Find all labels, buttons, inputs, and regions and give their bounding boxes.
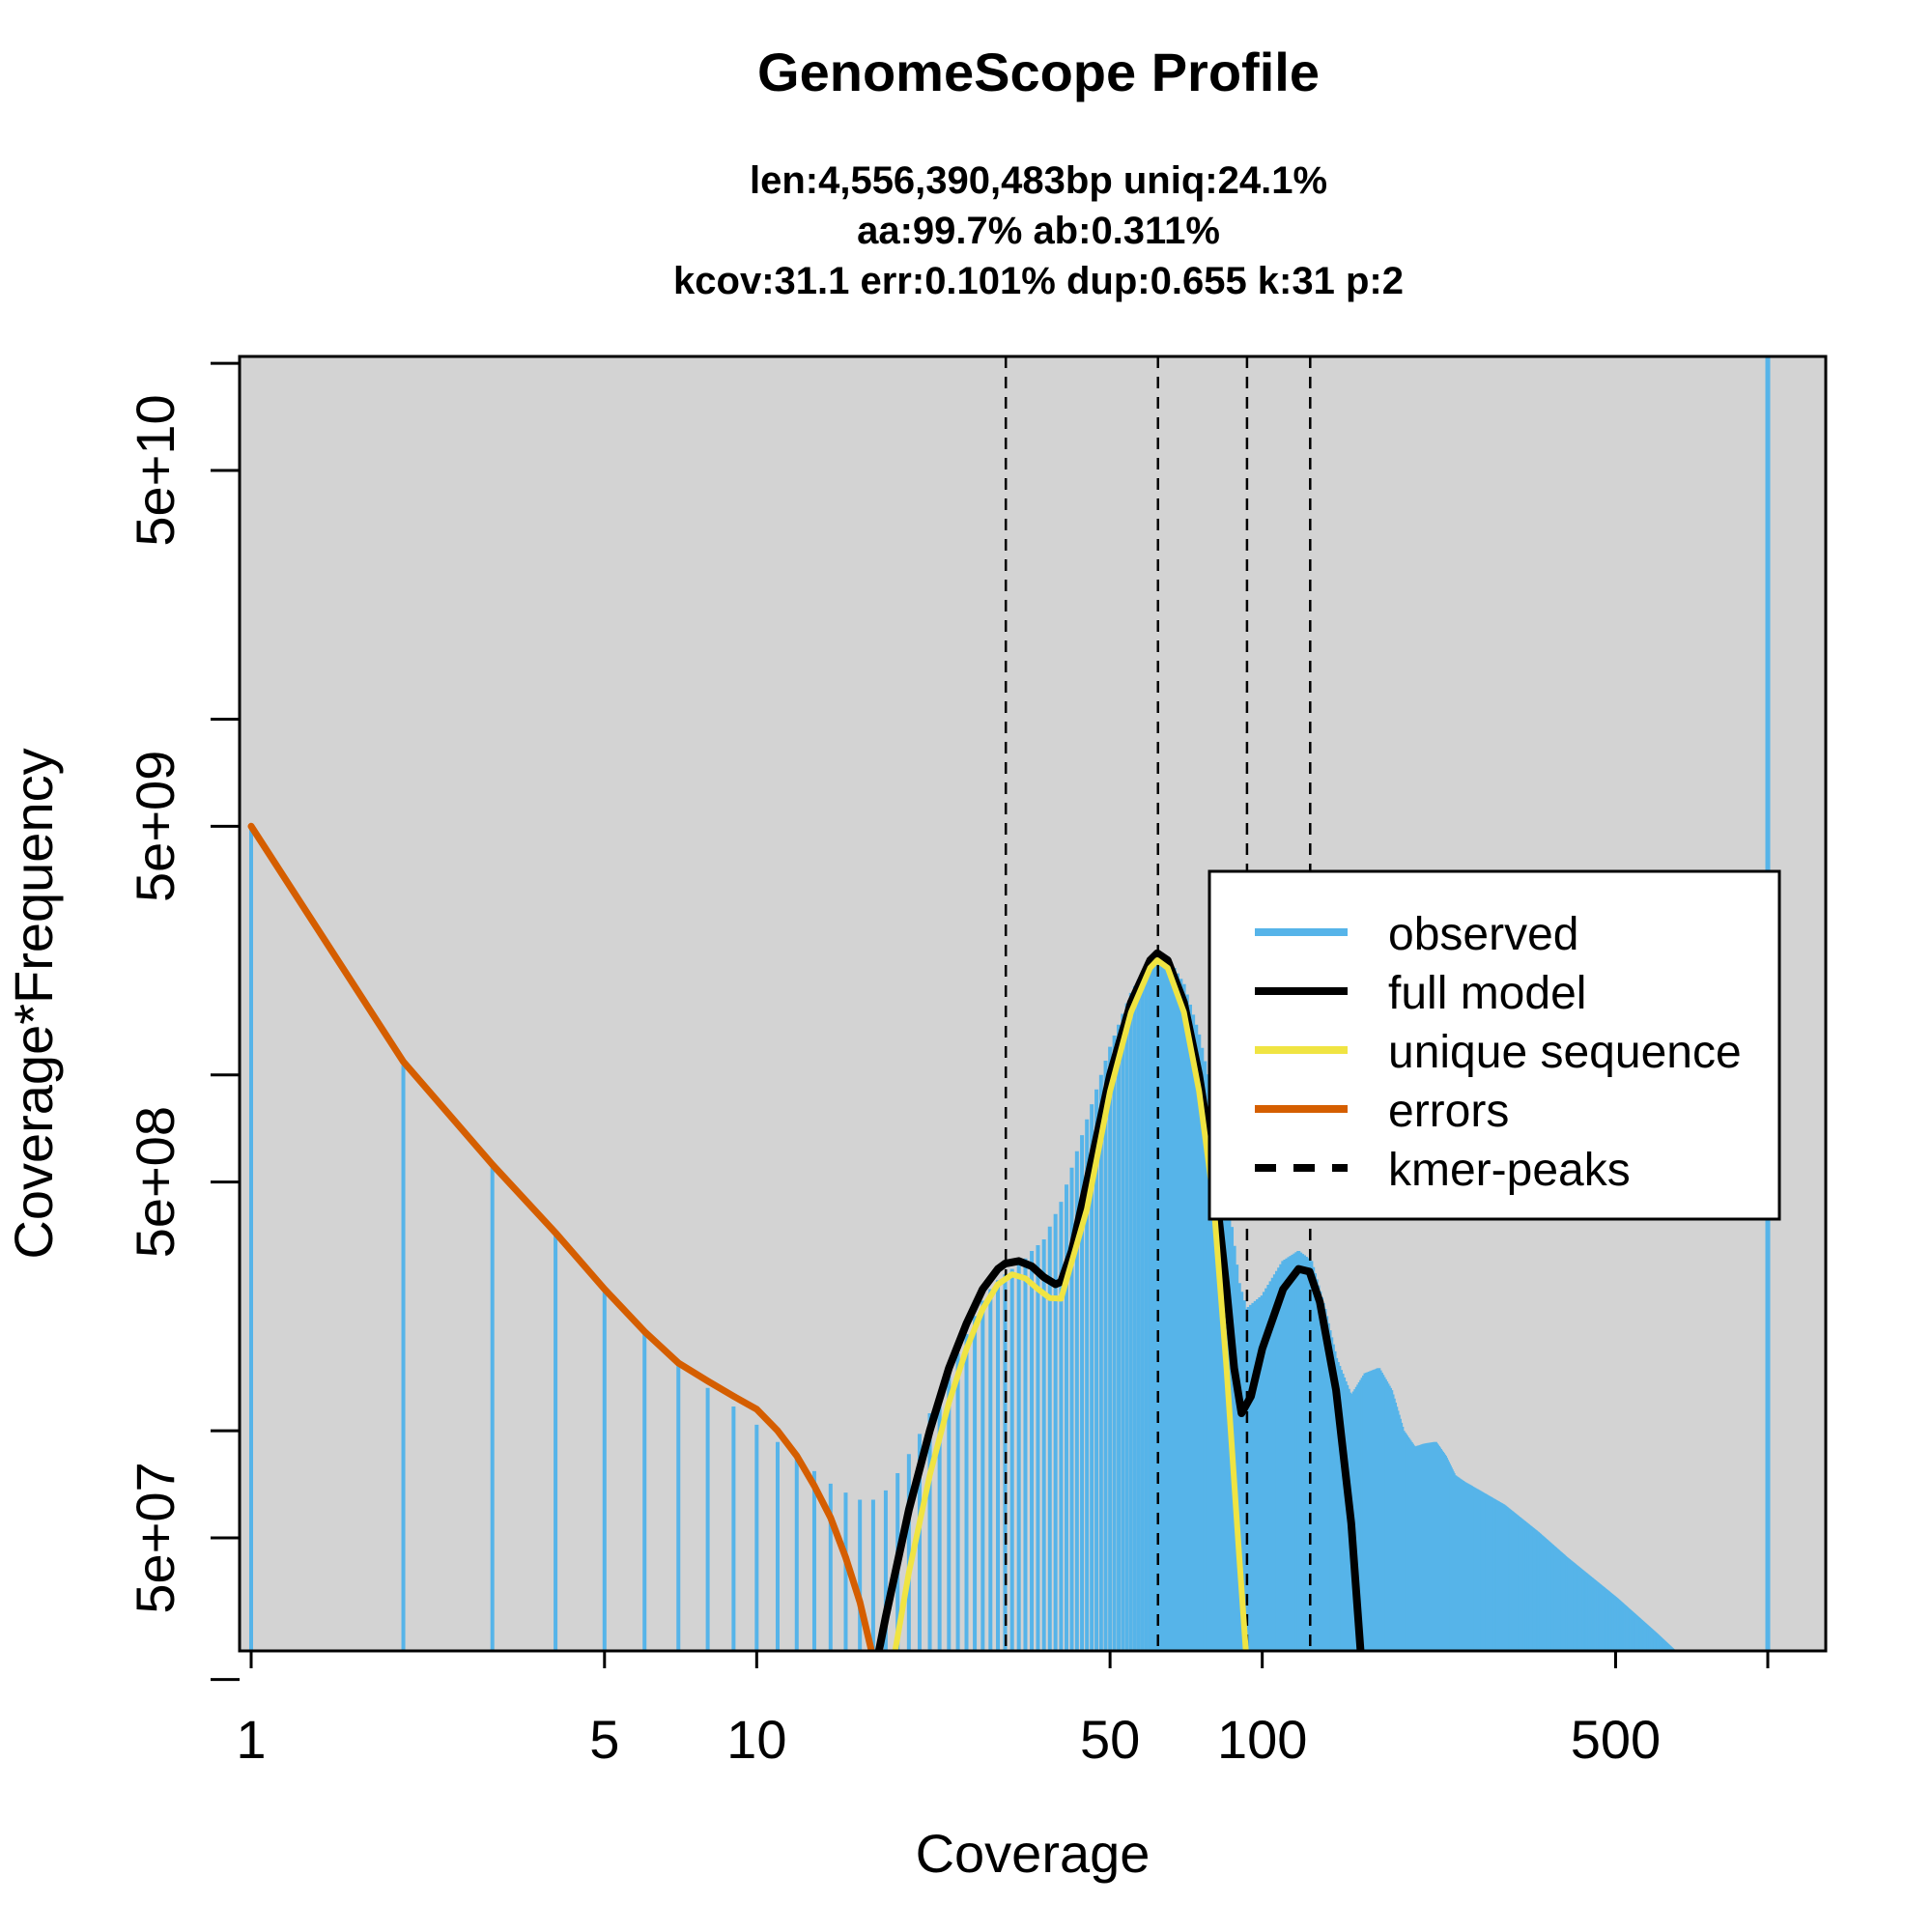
x-axis-label: Coverage [916,1823,1151,1884]
x-tick-label: 50 [1080,1709,1140,1770]
chart-subtitle-line-2: aa:99.7% ab:0.311% [857,210,1220,252]
errors-line [247,822,875,1651]
y-axis-label: Coverage*Frequency [3,748,64,1259]
y-tick-label: 5e+10 [125,394,185,546]
chart-subtitle-line-1: len:4,556,390,483bp uniq:24.1% [750,159,1327,202]
legend-label-unique-sequence: unique sequence [1388,1027,1742,1078]
axes: 1 5 10 50 100 500 5e+07 5e+08 5e+09 5e+10 [125,361,1770,1770]
x-tick-label: 100 [1217,1709,1307,1770]
full-model-line [874,949,1365,1651]
legend: observed full model unique sequence errors k… [1208,869,1781,1221]
y-tick-label: 5e+09 [125,751,185,902]
y-tick-label: 5e+08 [125,1106,185,1258]
x-tick-label: 10 [726,1709,786,1770]
chart-subtitle-line-3: kcov:31.1 err:0.101% dup:0.655 k:31 p:2 [673,260,1404,302]
x-tick-label: 1 [236,1709,266,1770]
x-tick-label: 500 [1571,1709,1661,1770]
chart-title: GenomeScope Profile [757,42,1320,102]
legend-label-errors: errors [1388,1086,1509,1137]
y-tick-label: 5e+07 [125,1462,185,1613]
x-tick-label: 5 [589,1709,619,1770]
legend-label-observed: observed [1388,909,1578,960]
plot-area [247,356,1771,1651]
legend-label-kmer-peaks: kmer-peaks [1388,1145,1631,1196]
plot-frame [238,355,1828,1653]
legend-label-full-model: full model [1388,968,1586,1019]
